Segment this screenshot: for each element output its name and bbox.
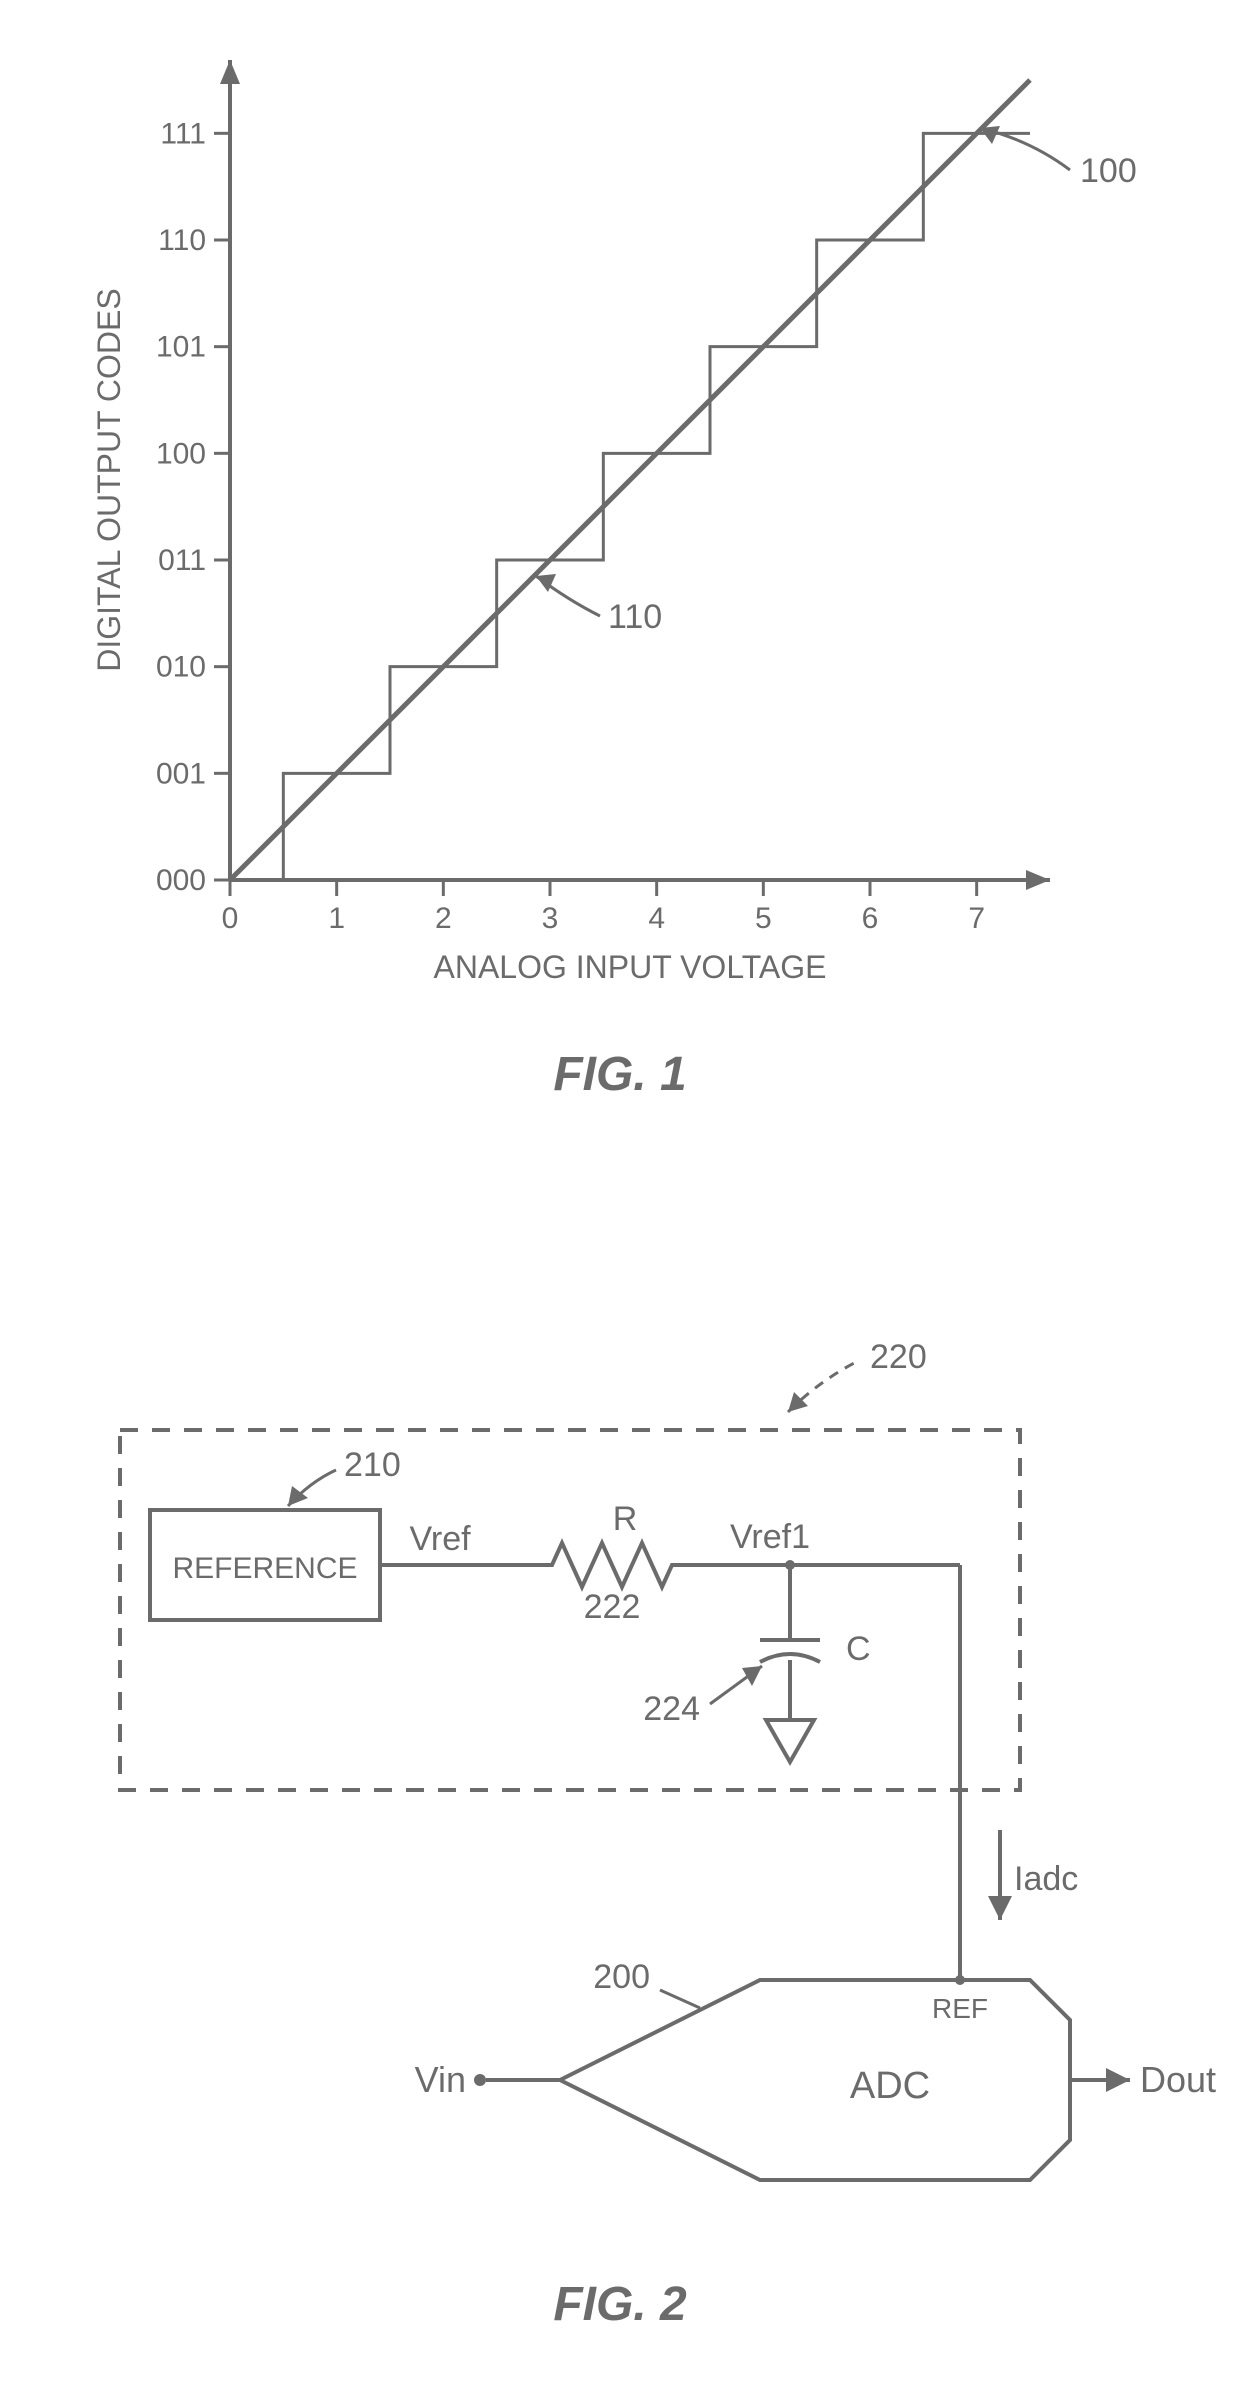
fig2-resistor (540, 1543, 684, 1587)
fig2-callout-210: 210 (288, 1446, 401, 1506)
fig1-caption: FIG. 1 (553, 1048, 686, 1101)
y-tick-6: 110 (158, 224, 206, 257)
callout-100-label: 100 (1080, 152, 1137, 190)
fig1-x-tick-labels: 0 1 2 3 4 5 6 7 (222, 902, 985, 935)
fig1-y-ticks (214, 133, 230, 880)
fig2-svg: 220 REFERENCE 210 Vref R 222 Vref1 C 224… (0, 1180, 1240, 2408)
page: 0 1 2 3 4 5 6 7 000 001 010 011 100 101 … (0, 0, 1240, 2408)
y-tick-2: 010 (156, 651, 206, 684)
fig1-ideal-line (230, 80, 1030, 880)
callout-224-label: 224 (643, 1690, 700, 1728)
fig1-callout-100: 100 (980, 126, 1137, 190)
y-tick-4: 100 (156, 437, 206, 470)
vin-terminal (474, 2074, 486, 2086)
fig2-iadc-arrow: Iadc (988, 1830, 1078, 1920)
callout-200-label: 200 (593, 1958, 650, 1996)
fig2-adc-label: ADC (850, 2065, 930, 2107)
y-tick-3: 011 (158, 544, 206, 577)
fig2-dashed-box (120, 1430, 1020, 1790)
fig2-callout-224: 224 (643, 1666, 762, 1728)
fig1-staircase (230, 133, 1030, 880)
x-tick-3: 3 (542, 902, 559, 935)
fig1-x-ticks (230, 880, 977, 896)
fig2-ref-pin-label: REF (932, 1993, 988, 2024)
fig2-vref-label: Vref (409, 1520, 471, 1558)
callout-220-label: 220 (870, 1338, 927, 1376)
fig2-vin-label: Vin (415, 2059, 466, 2100)
fig2-dout-label: Dout (1140, 2059, 1216, 2100)
fig1-x-label: ANALOG INPUT VOLTAGE (434, 949, 827, 985)
fig2-vref1-label: Vref1 (730, 1518, 810, 1556)
fig2-reference-label: REFERENCE (172, 1552, 357, 1585)
fig1-y-tick-labels: 000 001 010 011 100 101 110 111 (156, 117, 206, 897)
callout-210-label: 210 (344, 1446, 401, 1484)
fig1-svg: 0 1 2 3 4 5 6 7 000 001 010 011 100 101 … (0, 0, 1240, 1180)
fig2-r-callout: 222 (584, 1588, 641, 1626)
callout-110-label: 110 (608, 598, 662, 636)
y-tick-5: 101 (156, 331, 206, 364)
y-tick-7: 111 (160, 117, 206, 150)
x-tick-5: 5 (755, 902, 772, 935)
fig2-r-label: R (613, 1500, 638, 1538)
x-tick-0: 0 (222, 902, 239, 935)
x-tick-6: 6 (862, 902, 879, 935)
fig2-callout-220: 220 (788, 1338, 927, 1412)
fig2-caption: FIG. 2 (553, 2278, 687, 2331)
iadc-label: Iadc (1014, 1860, 1078, 1898)
y-tick-0: 000 (156, 864, 206, 897)
fig2-c-label: C (846, 1630, 871, 1668)
y-tick-1: 001 (156, 757, 206, 790)
ground-symbol (766, 1720, 814, 1762)
x-tick-4: 4 (648, 902, 665, 935)
x-tick-1: 1 (328, 902, 345, 935)
fig2-callout-200: 200 (593, 1958, 700, 2008)
fig1-callout-110: 110 (536, 574, 662, 636)
fig2-adc-block (560, 1980, 1070, 2180)
x-tick-7: 7 (968, 902, 985, 935)
fig1-y-label: DIGITAL OUTPUT CODES (91, 288, 127, 671)
x-tick-2: 2 (435, 902, 452, 935)
dout-arrowhead (1106, 2068, 1130, 2092)
